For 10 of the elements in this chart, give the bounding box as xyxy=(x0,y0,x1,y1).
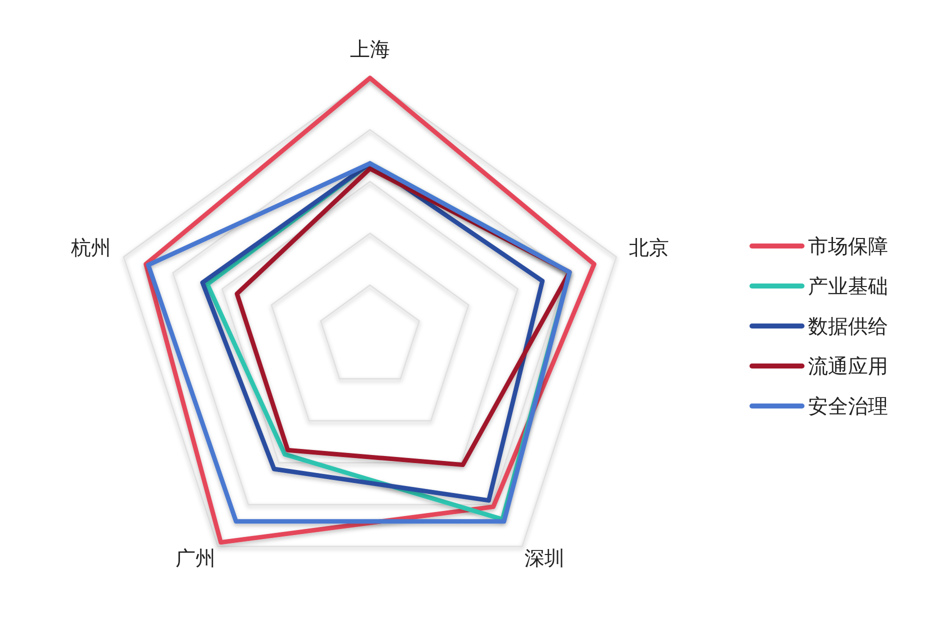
legend-label: 流通应用 xyxy=(808,354,888,378)
legend-label: 市场保障 xyxy=(808,234,888,258)
legend-label: 安全治理 xyxy=(808,394,888,418)
spoke-label: 深圳 xyxy=(524,546,565,570)
spoke-label: 杭州 xyxy=(70,235,112,260)
legend-label: 产业基础 xyxy=(808,274,888,298)
spoke-label: 广州 xyxy=(175,546,216,570)
legend-label: 数据供给 xyxy=(808,314,888,338)
spoke-label: 北京 xyxy=(628,235,669,260)
spoke-label: 上海 xyxy=(350,37,390,61)
